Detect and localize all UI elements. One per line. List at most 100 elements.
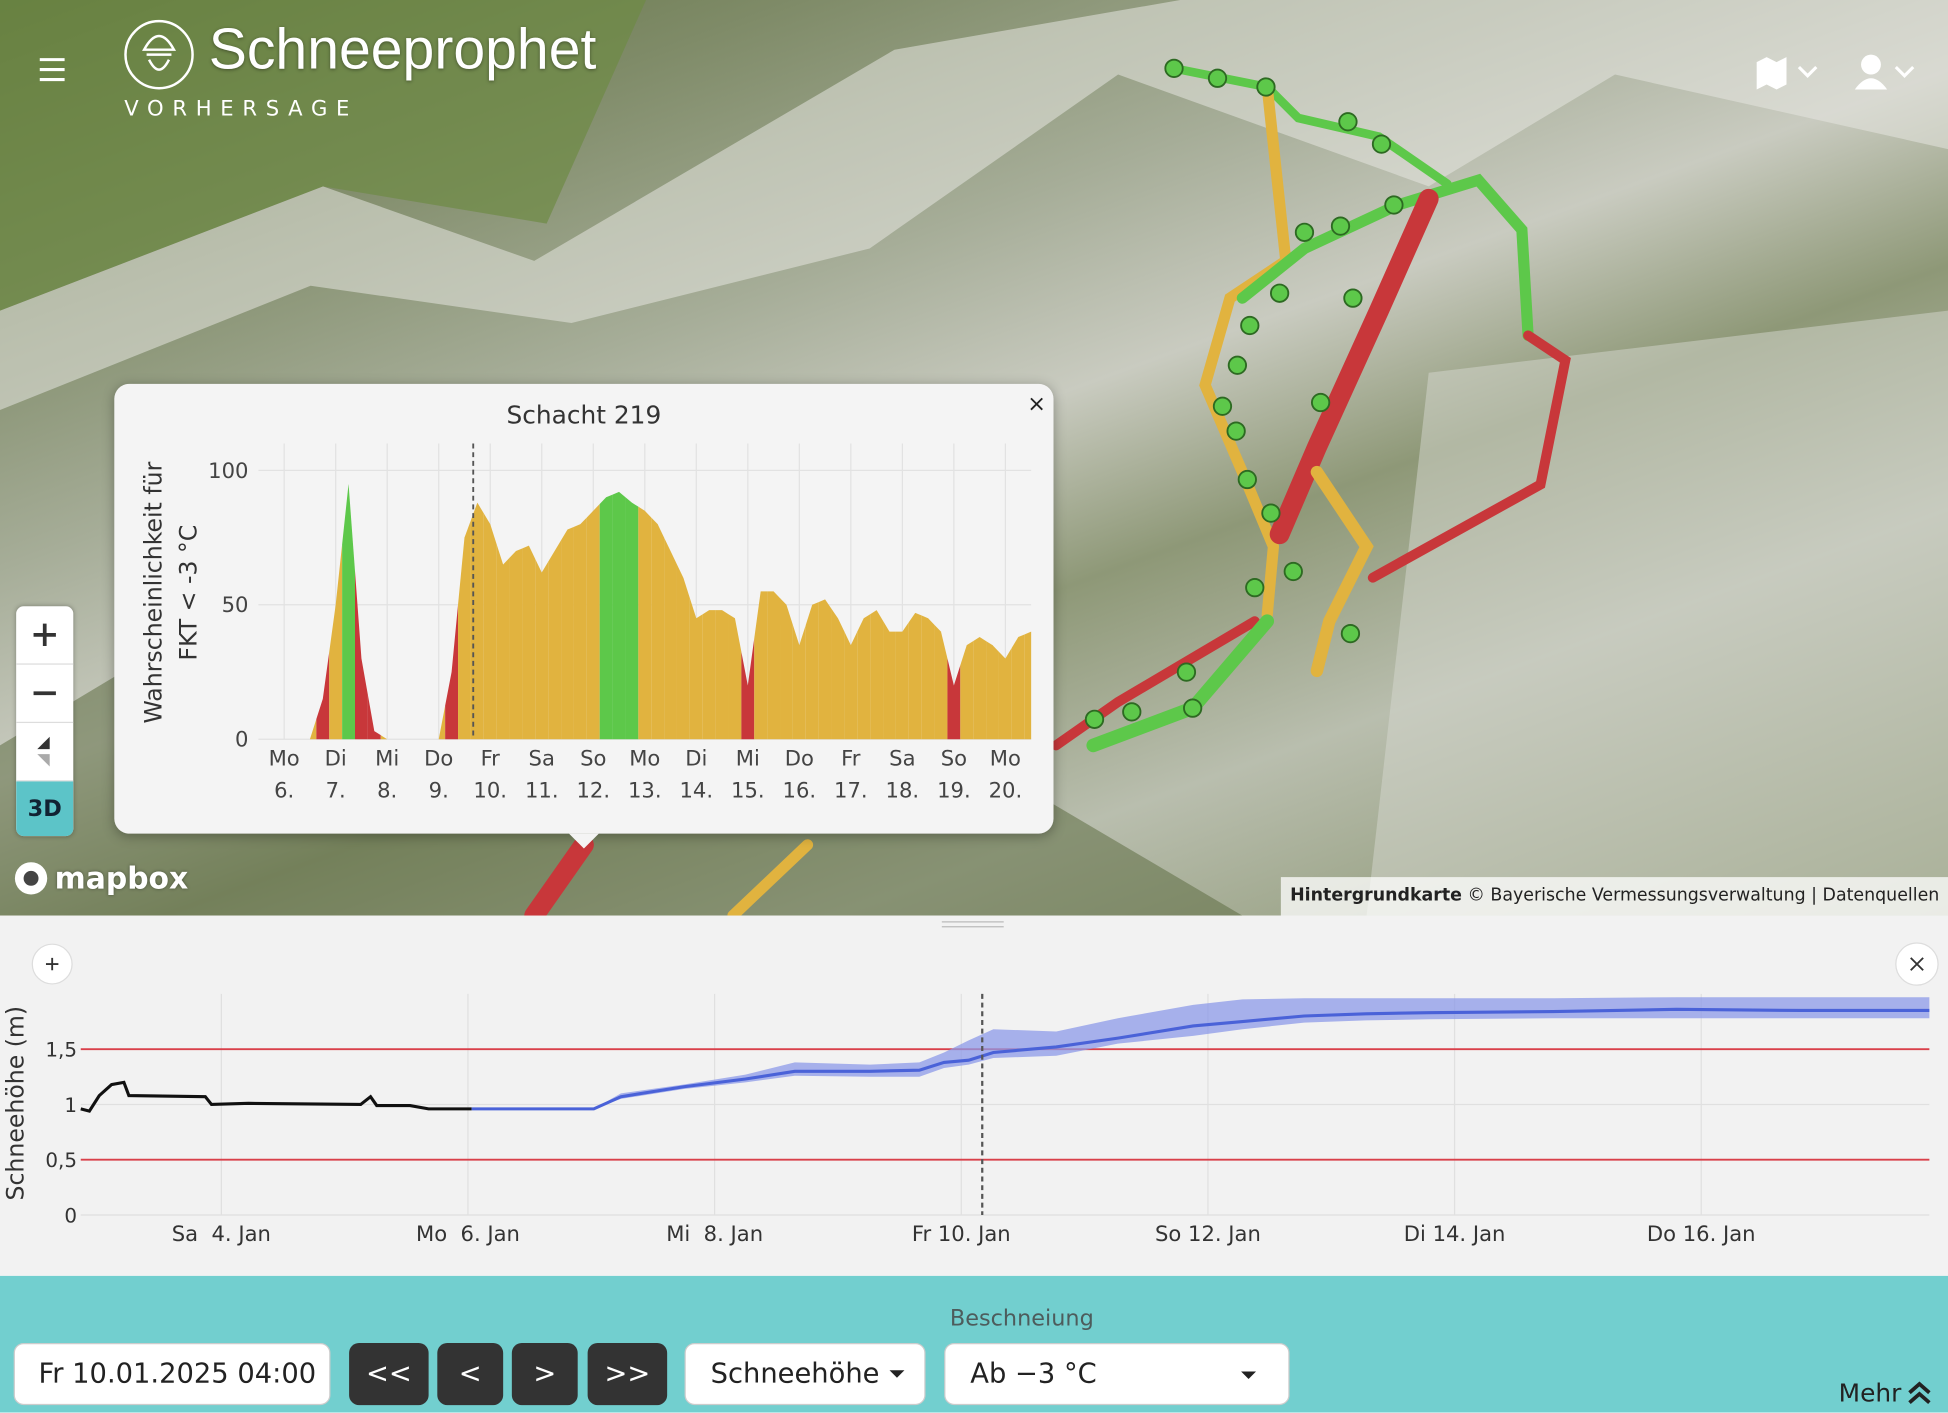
attribution-bold: Hintergrundkarte xyxy=(1290,885,1462,906)
area-segment xyxy=(509,548,523,740)
probability-chart: Schacht 219 Wahrscheinlichkeit für FKT < -… xyxy=(140,401,1032,803)
x-tick-label: Sa xyxy=(529,745,555,770)
area-segment xyxy=(638,506,652,740)
area-segment xyxy=(612,491,626,740)
area-segment xyxy=(561,526,574,740)
area-segment xyxy=(1024,631,1032,740)
snow-depth-line xyxy=(471,1007,1930,1111)
x-tick-label: 8. xyxy=(377,778,397,803)
x-tick-label: Sa 4. Jan xyxy=(172,1221,271,1246)
area-segment xyxy=(342,483,356,740)
mapbox-text: mapbox xyxy=(54,860,189,896)
x-tick-label: 16. xyxy=(783,778,817,803)
area-segment xyxy=(844,631,858,740)
logo[interactable] xyxy=(122,17,197,92)
zoom-out[interactable] xyxy=(16,665,74,724)
y-axis-label: FKT < -3 °C xyxy=(174,525,202,661)
nav-button[interactable]: < xyxy=(437,1342,504,1406)
zoom-in[interactable] xyxy=(16,606,74,665)
attribution-text[interactable]: © Bayerische Vermessungsverwaltung | Dat… xyxy=(1467,885,1940,906)
x-tick-label: 6. xyxy=(274,778,294,803)
nav-button[interactable]: > xyxy=(511,1342,578,1406)
area-segment xyxy=(986,641,999,740)
control-bar: Beschneiung Fr 10.01.2025 04:00 << < > >… xyxy=(0,1275,1948,1413)
x-tick-label: Mi 8. Jan xyxy=(666,1221,763,1246)
x-tick-label: Di xyxy=(325,745,347,770)
area-segment xyxy=(934,624,948,740)
more-toggle[interactable]: Mehr xyxy=(1839,1378,1934,1408)
y-axis-label: Wahrscheinlichkeit für xyxy=(140,461,168,723)
x-tick-label: Di xyxy=(685,745,707,770)
area-segment xyxy=(883,620,896,740)
app-title: Schneeprophet xyxy=(208,16,597,81)
area-segment xyxy=(702,610,716,740)
threshold-select[interactable]: Ab −3 °C xyxy=(944,1342,1290,1406)
x-tick-label: Mo xyxy=(990,745,1021,770)
area-segment xyxy=(818,599,832,740)
area-segment xyxy=(303,719,317,740)
close-panel-button[interactable] xyxy=(1895,942,1940,987)
popup-close[interactable]: × xyxy=(1027,391,1047,418)
datetime-input[interactable]: Fr 10.01.2025 04:00 xyxy=(13,1342,331,1406)
area-segment xyxy=(676,564,690,740)
x-tick-label: 10. xyxy=(473,778,507,803)
x-tick-label: 17. xyxy=(834,778,868,803)
area-segment xyxy=(651,517,665,740)
x-tick-label: 20. xyxy=(989,778,1023,803)
x-tick-label: 12. xyxy=(576,778,610,803)
area-segment xyxy=(355,571,368,740)
x-tick-label: Mo 6. Jan xyxy=(416,1221,520,1246)
chart-title: Schacht 219 xyxy=(507,401,662,430)
x-tick-label: Fr xyxy=(481,745,501,770)
area-segment xyxy=(625,497,639,740)
layer-select[interactable]: Schneehöhe xyxy=(684,1342,926,1406)
more-text: Mehr xyxy=(1838,1377,1902,1408)
nav-button[interactable]: << xyxy=(349,1342,429,1406)
area-segment xyxy=(329,544,343,740)
area-segment xyxy=(857,614,871,740)
area-segment xyxy=(741,638,755,740)
snow-depth-line xyxy=(80,1080,472,1113)
map-style-menu[interactable] xyxy=(1754,55,1829,92)
area-segment xyxy=(535,559,549,740)
area-segment xyxy=(754,591,768,740)
area-segment xyxy=(767,591,781,740)
x-tick-label: Fr xyxy=(841,745,861,770)
x-tick-label: So xyxy=(941,745,967,770)
user-menu[interactable] xyxy=(1854,52,1924,92)
compass[interactable] xyxy=(16,723,74,782)
mapbox-logo[interactable]: mapbox xyxy=(12,860,188,897)
resize-handle[interactable] xyxy=(941,918,1004,930)
y-tick-label: 100 xyxy=(208,458,248,483)
x-tick-label: 7. xyxy=(326,778,346,803)
x-tick-label: 18. xyxy=(886,778,920,803)
x-tick-label: So 12. Jan xyxy=(1155,1221,1261,1246)
area-segment xyxy=(792,624,806,740)
y-tick-label: 1 xyxy=(64,1094,77,1117)
area-segment xyxy=(947,658,961,740)
y-tick-label: 0 xyxy=(64,1204,77,1227)
threshold-select-value: Ab −3 °C xyxy=(970,1358,1097,1390)
nav-button[interactable]: >> xyxy=(587,1342,668,1406)
y-tick-label: 0 xyxy=(235,727,248,752)
x-tick-label: Mo xyxy=(629,745,660,770)
area-segment xyxy=(1011,634,1025,740)
area-segment xyxy=(921,615,935,740)
area-segment xyxy=(998,647,1012,740)
map[interactable]: Schneeprophet VORHERSAGE 3D mapbox Hinte… xyxy=(0,0,1948,916)
y-axis-label: Schneehöhe (m) xyxy=(2,1006,30,1201)
popup: × Schacht 219 Wahrscheinlichkeit für FKT <… xyxy=(114,383,1054,849)
area-segment xyxy=(599,494,613,740)
area-segment xyxy=(908,612,922,740)
area-segment xyxy=(728,614,742,740)
x-tick-label: 9. xyxy=(429,778,449,803)
expand-button[interactable] xyxy=(31,943,73,985)
uncertainty-band xyxy=(471,997,1930,1109)
view-3d-button[interactable]: 3D xyxy=(16,781,74,837)
layer-select-value: Schneehöhe xyxy=(710,1358,880,1390)
area-segment xyxy=(548,540,562,740)
area-segment xyxy=(316,651,330,740)
menu-icon[interactable] xyxy=(37,55,67,85)
x-tick-label: 13. xyxy=(628,778,662,803)
